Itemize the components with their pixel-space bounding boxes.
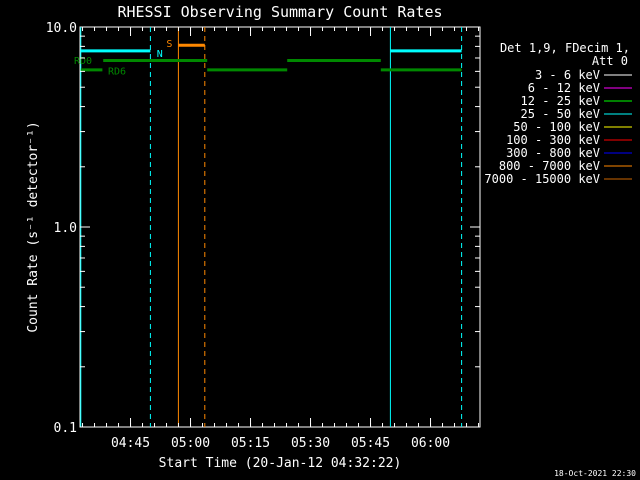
x-tick-label: 04:45	[111, 436, 150, 451]
legend-entry-label: 100 - 300 keV	[506, 133, 600, 147]
x-tick-label: 05:45	[351, 436, 390, 451]
legend-entry-label: 800 - 7000 keV	[499, 159, 600, 173]
legend-header: Det 1,9, FDecim 1,	[500, 41, 630, 55]
annotation-label: RD0	[74, 56, 92, 67]
y-tick-label: 1.0	[54, 221, 77, 236]
legend-entry-label: 12 - 25 keV	[521, 94, 600, 108]
footer-date: 18-Oct-2021 22:30	[554, 469, 636, 478]
chart-title: RHESSI Observing Summary Count Rates	[117, 3, 442, 21]
legend-entry-label: 7000 - 15000 keV	[484, 172, 600, 186]
annotation-label: N	[157, 49, 163, 60]
legend-header: Att 0	[592, 54, 628, 68]
annotation-label: S	[166, 39, 172, 50]
x-axis-label: Start Time (20-Jan-12 04:32:22)	[159, 456, 402, 471]
legend-entry-label: 3 - 6 keV	[535, 68, 600, 82]
legend-entry-label: 300 - 800 keV	[506, 146, 600, 160]
annotation-label: RD6	[108, 67, 126, 78]
legend-entry-label: 25 - 50 keV	[521, 107, 600, 121]
x-tick-label: 05:00	[171, 436, 210, 451]
legend-entry-label: 6 - 12 keV	[528, 81, 600, 95]
plot-layer: RD0 RD6 NS	[74, 27, 463, 427]
y-tick-label: 10.0	[46, 21, 77, 36]
legend-entry-label: 50 - 100 keV	[513, 120, 600, 134]
axis-layer: 10.0 1.0 0.1 04:45 05:00 05:15 05:30 05:45 06:00	[46, 21, 480, 451]
x-tick-label: 06:00	[411, 436, 450, 451]
x-tick-label: 05:15	[231, 436, 270, 451]
y-axis-label: Count Rate (s⁻¹ detector⁻¹)	[26, 121, 41, 332]
x-tick-label: 05:30	[291, 436, 330, 451]
y-tick-label: 0.1	[54, 421, 77, 436]
